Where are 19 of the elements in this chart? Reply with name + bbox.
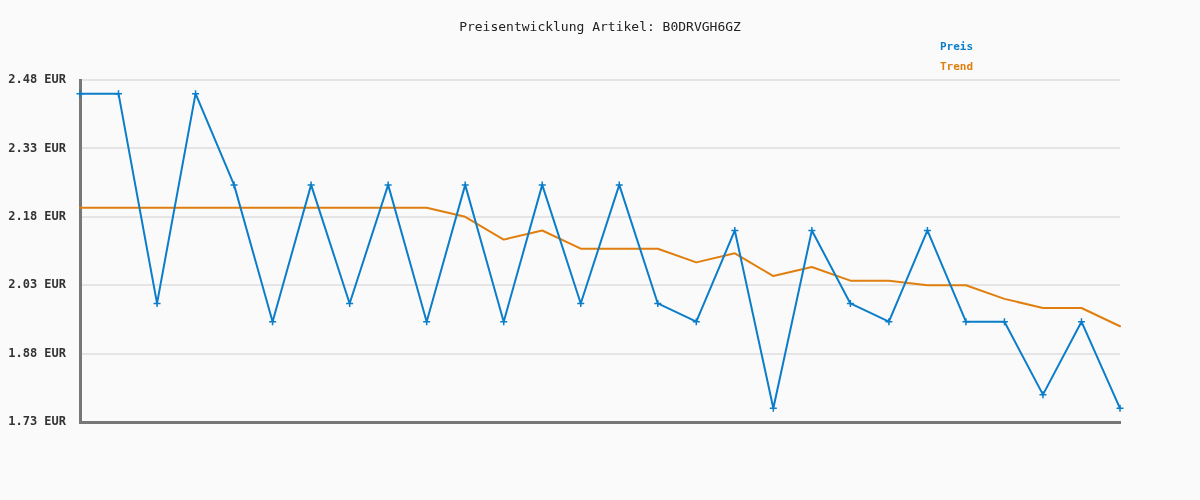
text: Preis	[940, 39, 974, 53]
chart-title: Preisentwicklung Artikel: B0DRVGH6GZ	[459, 19, 742, 35]
y-tick-label: 2.18 EUR	[8, 208, 67, 223]
point	[537, 180, 547, 190]
y-tick-label: 1.88 EUR	[8, 345, 67, 360]
y-tick-label: 2.03 EUR	[8, 277, 67, 292]
point	[1038, 390, 1048, 399]
y-tick-label: 2.48 EUR	[8, 72, 67, 87]
text: Trend	[940, 59, 974, 73]
point	[884, 317, 894, 326]
point	[383, 180, 393, 190]
point	[615, 180, 624, 190]
point	[306, 180, 316, 190]
point	[807, 226, 817, 235]
y-tick-label: 1.73 EUR	[8, 414, 67, 429]
point	[229, 180, 239, 190]
y-tick-label: 2.33 EUR	[8, 140, 67, 155]
point	[961, 317, 971, 326]
point	[653, 299, 663, 308]
